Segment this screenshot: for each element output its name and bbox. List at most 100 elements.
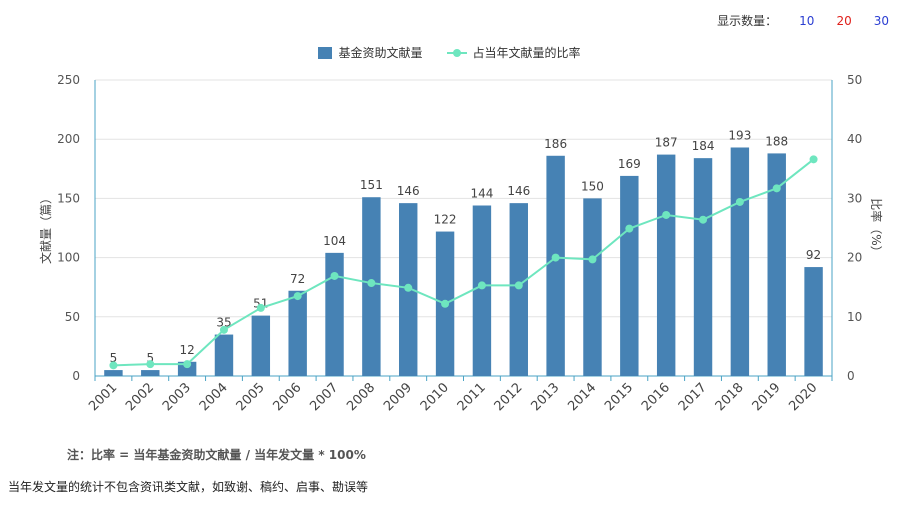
bar-2018	[730, 147, 750, 376]
x-tick-label: 2016	[639, 380, 673, 414]
bar-value-label: 144	[470, 187, 493, 201]
ratio-point-2013	[551, 253, 560, 262]
bar-value-label: 5	[110, 351, 118, 365]
y2-axis-title: 比率（%）	[869, 198, 884, 257]
bar-value-label: 187	[655, 136, 678, 150]
x-tick-label: 2015	[602, 380, 636, 414]
bar-value-label: 169	[618, 157, 641, 171]
ratio-line	[113, 158, 815, 367]
bar-2006	[288, 290, 307, 376]
ratio-point-2016	[662, 210, 671, 219]
bar-2014	[583, 198, 602, 376]
bar-2003	[177, 361, 197, 376]
ratio-point-2009	[404, 283, 413, 292]
y2-tick-label: 40	[847, 132, 862, 146]
x-tick-label: 2001	[86, 380, 120, 414]
bar-2001	[104, 370, 123, 376]
bar-2017	[693, 158, 713, 376]
y-tick-label: 150	[57, 191, 80, 205]
y2-tick-label: 50	[847, 73, 862, 87]
bar-value-label: 184	[692, 139, 715, 153]
y-tick-label: 250	[57, 73, 80, 87]
ratio-point-2012	[514, 281, 523, 290]
bar-2002	[141, 370, 160, 376]
x-tick-label: 2013	[528, 380, 562, 414]
x-tick-label: 2018	[713, 380, 747, 414]
bar-value-label: 12	[179, 343, 194, 357]
legend-line-label: 占当年文献量的比率	[472, 46, 581, 60]
bar-value-label: 150	[581, 179, 604, 193]
bar-value-label: 186	[544, 137, 567, 151]
x-tick-label: 2008	[344, 380, 378, 414]
ratio-point-2002	[146, 360, 155, 369]
bar-value-label: 193	[728, 128, 751, 142]
ratio-note: 注：比率 = 当年基金资助文献量 / 当年发文量 * 100%	[67, 448, 366, 462]
bar-2005	[251, 315, 271, 376]
x-tick-label: 2011	[455, 380, 489, 414]
bar-2011	[472, 205, 492, 376]
chart-legend: 基金资助文献量 占当年文献量的比率	[0, 44, 899, 61]
y-tick-label: 0	[72, 369, 80, 383]
bar-value-label: 122	[434, 213, 457, 227]
bar-2012	[509, 203, 528, 376]
bar-2020	[804, 267, 823, 376]
x-tick-label: 2002	[123, 380, 157, 414]
x-tick-label: 2004	[197, 380, 231, 414]
bar-2004	[214, 334, 234, 376]
y-tick-label: 200	[57, 132, 80, 146]
x-tick-label: 2017	[676, 380, 710, 414]
display-count-bar: 显示数量： 10 20 30	[717, 12, 889, 29]
bar-value-label: 151	[360, 178, 383, 192]
ratio-point-2017	[699, 215, 708, 224]
ratio-point-2019	[772, 184, 781, 193]
bar-value-label: 92	[806, 248, 821, 262]
y2-tick-label: 0	[847, 369, 855, 383]
ratio-point-2011	[477, 281, 486, 290]
bar-2015	[620, 175, 639, 376]
ratio-point-2008	[367, 279, 376, 288]
y2-tick-label: 10	[847, 310, 862, 324]
display-count-label: 显示数量：	[717, 14, 778, 28]
legend-item-line-series[interactable]: 占当年文献量的比率	[446, 44, 581, 61]
y2-tick-label: 30	[847, 191, 862, 205]
bar-value-label: 35	[216, 316, 231, 330]
bar-value-label: 146	[397, 184, 420, 198]
x-tick-label: 2010	[418, 380, 452, 414]
bar-value-label: 72	[290, 272, 305, 286]
bar-2013	[546, 155, 565, 376]
y-axis-title: 文献量（篇）	[38, 192, 53, 264]
legend-line-swatch	[446, 47, 467, 59]
ratio-point-2004	[219, 325, 228, 334]
ratio-point-2018	[735, 197, 744, 206]
bar-value-label: 188	[765, 134, 788, 148]
x-tick-label: 2014	[565, 380, 599, 414]
x-tick-label: 2012	[492, 380, 526, 414]
x-tick-label: 2005	[234, 380, 268, 414]
ratio-point-2014	[588, 255, 597, 264]
x-tick-label: 2020	[786, 380, 820, 414]
ratio-point-2003	[183, 360, 192, 369]
ratio-point-2005	[256, 303, 265, 312]
y-tick-label: 50	[65, 310, 80, 324]
display-count-option-20[interactable]: 20	[836, 13, 852, 28]
x-tick-label: 2003	[160, 380, 194, 414]
bar-value-label: 5	[146, 351, 154, 365]
ratio-point-2020	[809, 155, 818, 164]
y-tick-label: 100	[57, 251, 80, 265]
x-tick-label: 2009	[381, 380, 415, 414]
x-tick-label: 2006	[270, 380, 304, 414]
display-count-option-10[interactable]: 10	[799, 13, 815, 28]
ratio-point-2010	[441, 299, 450, 308]
legend-bar-swatch	[318, 46, 333, 59]
ratio-point-2001	[109, 361, 118, 370]
bar-2019	[767, 153, 786, 376]
legend-item-bar-series[interactable]: 基金资助文献量	[318, 44, 423, 61]
ratio-point-2006	[293, 292, 302, 301]
display-count-option-30[interactable]: 30	[873, 13, 889, 28]
ratio-point-2015	[625, 224, 634, 233]
bar-value-label: 104	[323, 234, 346, 248]
x-tick-label: 2007	[307, 380, 341, 414]
legend-bar-label: 基金资助文献量	[338, 46, 423, 60]
y2-tick-label: 20	[847, 251, 862, 265]
